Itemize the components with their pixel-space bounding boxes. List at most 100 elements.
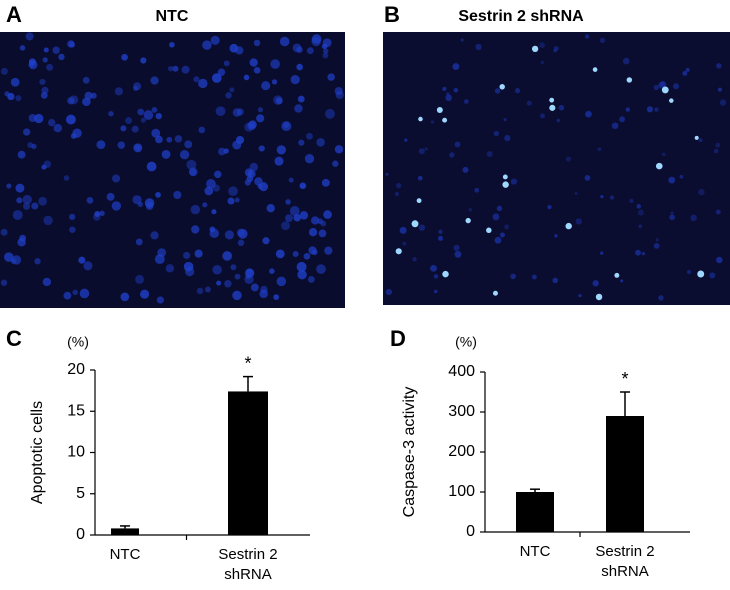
bar xyxy=(111,528,139,535)
nucleus xyxy=(69,226,76,233)
nucleus xyxy=(191,225,200,234)
nucleus xyxy=(673,83,680,90)
nucleus xyxy=(65,114,76,125)
nucleus xyxy=(58,53,65,61)
nucleus xyxy=(237,239,245,247)
nucleus xyxy=(273,95,283,105)
nucleus xyxy=(324,108,335,119)
nucleus xyxy=(492,213,500,221)
nucleus xyxy=(166,136,173,143)
nucleus xyxy=(597,147,602,152)
nucleus xyxy=(236,228,245,237)
nucleus xyxy=(310,216,320,225)
nucleus xyxy=(146,161,157,172)
nucleus xyxy=(296,261,307,272)
nucleus xyxy=(67,97,75,105)
nucleus xyxy=(133,143,143,153)
nucleus xyxy=(261,81,271,91)
nucleus xyxy=(181,65,190,74)
apoptotic-nucleus xyxy=(436,107,443,114)
nucleus xyxy=(418,148,425,155)
nucleus xyxy=(53,123,63,133)
nucleus xyxy=(629,198,634,203)
nucleus xyxy=(599,251,604,255)
nucleus xyxy=(63,175,70,181)
nucleus xyxy=(285,214,293,223)
nucleus xyxy=(244,274,254,284)
apoptotic-nucleus xyxy=(694,135,699,140)
nucleus xyxy=(41,164,47,170)
nucleus xyxy=(323,48,329,54)
nucleus xyxy=(637,209,644,216)
panel-label: C xyxy=(6,326,22,351)
micrograph-shrna xyxy=(383,32,730,305)
nucleus xyxy=(78,256,86,264)
nucleus xyxy=(249,162,258,172)
nucleus xyxy=(438,229,443,234)
nucleus xyxy=(556,118,561,123)
nucleus xyxy=(404,138,408,142)
nucleus xyxy=(259,182,269,192)
nucleus xyxy=(235,135,245,145)
nucleus xyxy=(304,154,315,164)
x-tick-label: Sestrin 2 shRNA xyxy=(595,543,655,580)
nucleus xyxy=(715,142,721,148)
nucleus xyxy=(10,77,20,87)
nucleus xyxy=(611,122,619,130)
apoptotic-nucleus xyxy=(549,97,555,103)
nucleus xyxy=(454,250,462,258)
nucleus xyxy=(212,184,220,192)
nucleus xyxy=(504,135,511,142)
nucleus xyxy=(402,241,407,246)
y-tick-label: 100 xyxy=(448,483,475,500)
nucleus xyxy=(281,221,291,231)
nucleus xyxy=(83,261,93,271)
nucleus xyxy=(499,232,505,238)
nucleus xyxy=(412,257,417,262)
nucleus xyxy=(174,135,183,143)
panel-title: Sestrin 2 shRNA xyxy=(458,8,584,25)
apoptotic-nucleus xyxy=(626,77,633,83)
nucleus xyxy=(259,289,268,299)
nucleus xyxy=(417,175,423,181)
nucleus xyxy=(63,291,72,300)
nucleus xyxy=(531,274,537,280)
apoptotic-nucleus xyxy=(486,227,492,234)
nucleus xyxy=(510,178,518,185)
nucleus xyxy=(299,182,306,189)
nucleus xyxy=(209,226,216,233)
apoptotic-nucleus xyxy=(595,293,603,301)
nucleus xyxy=(653,84,660,91)
apoptotic-nucleus xyxy=(565,222,572,230)
nucleus xyxy=(111,201,122,211)
nucleus xyxy=(244,179,251,186)
nucleus xyxy=(670,211,674,215)
nucleus xyxy=(592,280,599,287)
nucleus xyxy=(578,293,582,298)
nucleus xyxy=(34,258,41,265)
panel-label: D xyxy=(390,326,406,351)
nucleus xyxy=(112,174,121,183)
nucleus xyxy=(222,251,232,261)
nucleus xyxy=(510,273,516,280)
nucleus xyxy=(223,60,230,67)
nucleus xyxy=(236,108,244,116)
nucleus xyxy=(715,209,721,215)
nucleus xyxy=(42,277,52,287)
nucleus xyxy=(625,107,631,112)
nucleus xyxy=(179,150,190,160)
nucleus xyxy=(273,294,280,301)
nucleus xyxy=(318,229,327,238)
nucleus xyxy=(52,46,60,54)
x-tick-label: NTC xyxy=(519,543,551,560)
y-tick-label: 0 xyxy=(76,526,85,543)
nucleus xyxy=(686,269,692,275)
nucleus xyxy=(6,183,12,189)
y-tick-label: 300 xyxy=(448,403,475,420)
nucleus xyxy=(635,249,641,256)
nucleus xyxy=(253,66,261,74)
nucleus xyxy=(430,120,434,124)
nucleus xyxy=(225,92,232,99)
y-tick-label: 10 xyxy=(67,444,85,461)
